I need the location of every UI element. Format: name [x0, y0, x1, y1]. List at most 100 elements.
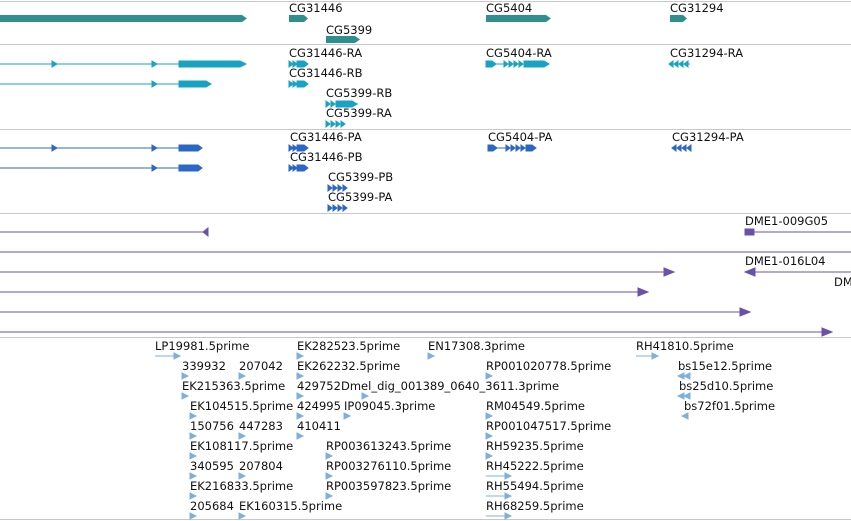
- clone-line[interactable]: [0, 307, 752, 317]
- track-divider: [0, 44, 851, 45]
- est-glyph[interactable]: [486, 492, 513, 500]
- est-label: RH45222.5prime: [486, 459, 584, 473]
- est-label: bs25d10.5prime: [679, 379, 774, 393]
- clone-label: DME1-009G05: [745, 214, 829, 228]
- est-glyph[interactable]: [325, 452, 334, 460]
- est-label: EK216833.5prime: [190, 479, 294, 493]
- est-glyph[interactable]: [361, 392, 370, 400]
- clone-line[interactable]: [0, 327, 834, 337]
- transcript-model[interactable]: [288, 60, 309, 68]
- est-label: 205684: [190, 499, 234, 513]
- transcript-model[interactable]: [0, 60, 248, 68]
- est-glyph[interactable]: [189, 492, 198, 500]
- gene-label: CG5404: [486, 1, 533, 15]
- est-label: IP09045.3prime: [344, 399, 436, 413]
- transcript-model[interactable]: [325, 120, 346, 128]
- protein-label: CG5399-PA: [328, 190, 393, 204]
- est-label: EK262232.5prime: [297, 359, 401, 373]
- clone-line[interactable]: [0, 267, 676, 277]
- est-glyph[interactable]: [636, 352, 660, 360]
- est-label: EK160315.5prime: [239, 499, 343, 513]
- est-glyph[interactable]: [680, 412, 689, 420]
- track-divider: [0, 519, 851, 520]
- clone-line[interactable]: [743, 267, 851, 277]
- est-label: LP19981.5prime: [155, 339, 250, 353]
- est-glyph[interactable]: [238, 372, 247, 380]
- est-glyph[interactable]: [427, 352, 436, 360]
- protein-label: CG31294-PA: [672, 130, 744, 144]
- est-glyph[interactable]: [238, 432, 247, 440]
- clone-track: [0, 226, 851, 337]
- est-glyph[interactable]: [296, 412, 305, 420]
- est-glyph[interactable]: [189, 412, 198, 420]
- est-glyph[interactable]: [181, 372, 190, 380]
- est-label: RH59235.5prime: [486, 439, 584, 453]
- est-glyph[interactable]: [155, 352, 182, 360]
- est-glyph[interactable]: [676, 372, 691, 380]
- protein-model[interactable]: [288, 164, 309, 172]
- est-glyph[interactable]: [486, 472, 513, 480]
- protein-label: CG5404-PA: [488, 130, 553, 144]
- gene-bar[interactable]: [486, 15, 551, 22]
- est-track: [155, 352, 691, 520]
- est-label: 339932: [182, 359, 226, 373]
- transcript-model[interactable]: [288, 80, 309, 88]
- track-divider: [0, 129, 851, 130]
- est-glyph[interactable]: [296, 372, 305, 380]
- protein-model[interactable]: [327, 184, 348, 192]
- clone-label: DME1-016L04: [745, 254, 826, 268]
- est-label: EN17308.3prime: [428, 339, 525, 353]
- protein-model[interactable]: [288, 144, 309, 152]
- est-glyph[interactable]: [189, 452, 198, 460]
- transcript-model[interactable]: [0, 80, 212, 88]
- est-label: EK104515.5prime: [190, 399, 294, 413]
- est-glyph[interactable]: [676, 392, 691, 400]
- transcript-model[interactable]: [668, 60, 690, 68]
- est-label: 207804: [239, 459, 283, 473]
- est-glyph[interactable]: [485, 452, 494, 460]
- est-label: 429752: [297, 379, 341, 393]
- est-glyph[interactable]: [486, 512, 513, 520]
- transcript-label: CG31294-RA: [670, 46, 744, 60]
- clone-line[interactable]: [0, 226, 209, 238]
- transcript-model[interactable]: [485, 60, 550, 68]
- est-glyph[interactable]: [296, 352, 305, 360]
- protein-model[interactable]: [0, 164, 203, 172]
- est-glyph[interactable]: [296, 432, 305, 440]
- clone-line[interactable]: [744, 228, 851, 236]
- est-glyph[interactable]: [296, 392, 305, 400]
- est-glyph[interactable]: [189, 472, 198, 480]
- est-glyph[interactable]: [485, 432, 494, 440]
- est-label: RH55494.5prime: [486, 479, 584, 493]
- est-label: RP001020778.5prime: [486, 359, 612, 373]
- est-glyph[interactable]: [189, 432, 198, 440]
- est-glyph[interactable]: [238, 472, 247, 480]
- gene-bar[interactable]: [326, 36, 360, 43]
- est-glyph[interactable]: [485, 412, 494, 420]
- transcript-label: CG31446-RA: [289, 46, 363, 60]
- gene-label: CG31294: [670, 1, 724, 15]
- est-glyph[interactable]: [325, 492, 334, 500]
- est-glyph[interactable]: [181, 392, 190, 400]
- est-glyph[interactable]: [343, 412, 352, 420]
- protein-label: CG31446-PA: [290, 130, 362, 144]
- transcript-model[interactable]: [325, 100, 358, 108]
- est-glyph[interactable]: [238, 512, 247, 520]
- gene-bar[interactable]: [0, 15, 247, 22]
- est-label: EK215363.5prime: [182, 379, 286, 393]
- est-glyph[interactable]: [189, 512, 198, 520]
- est-glyph[interactable]: [485, 372, 494, 380]
- est-label: EK108117.5prime: [190, 439, 294, 453]
- protein-model[interactable]: [0, 144, 203, 152]
- protein-model[interactable]: [327, 204, 348, 212]
- gene-bar[interactable]: [670, 15, 687, 22]
- protein-model[interactable]: [487, 144, 537, 152]
- est-glyph[interactable]: [325, 472, 334, 480]
- clone-line[interactable]: [0, 287, 650, 297]
- protein-track: [0, 144, 692, 212]
- protein-model[interactable]: [671, 144, 692, 152]
- gene-bar[interactable]: [289, 15, 308, 22]
- gene-label: CG31446: [289, 1, 343, 15]
